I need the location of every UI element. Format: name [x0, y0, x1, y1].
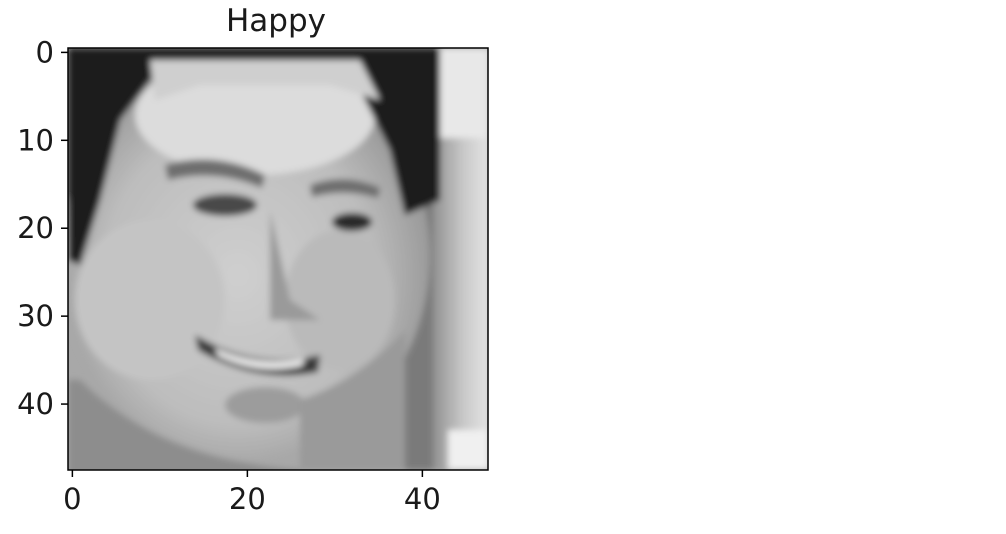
y-tick-label: 10: [17, 123, 54, 157]
x-tick-label: 20: [229, 482, 266, 516]
x-tick-label: 40: [404, 482, 441, 516]
x-tick-label: 0: [63, 482, 81, 516]
face-image: [68, 48, 488, 470]
y-tick-label: 0: [36, 35, 54, 69]
x-axis-ticks: 0 20 40: [63, 470, 441, 516]
y-tick-label: 20: [17, 211, 54, 245]
y-tick-label: 40: [17, 387, 54, 421]
axes-frame: [67, 47, 489, 471]
y-tick-label: 30: [17, 299, 54, 333]
y-axis-ticks: 0 10 20 30 40: [17, 35, 68, 421]
plot-title: Happy: [226, 3, 326, 39]
